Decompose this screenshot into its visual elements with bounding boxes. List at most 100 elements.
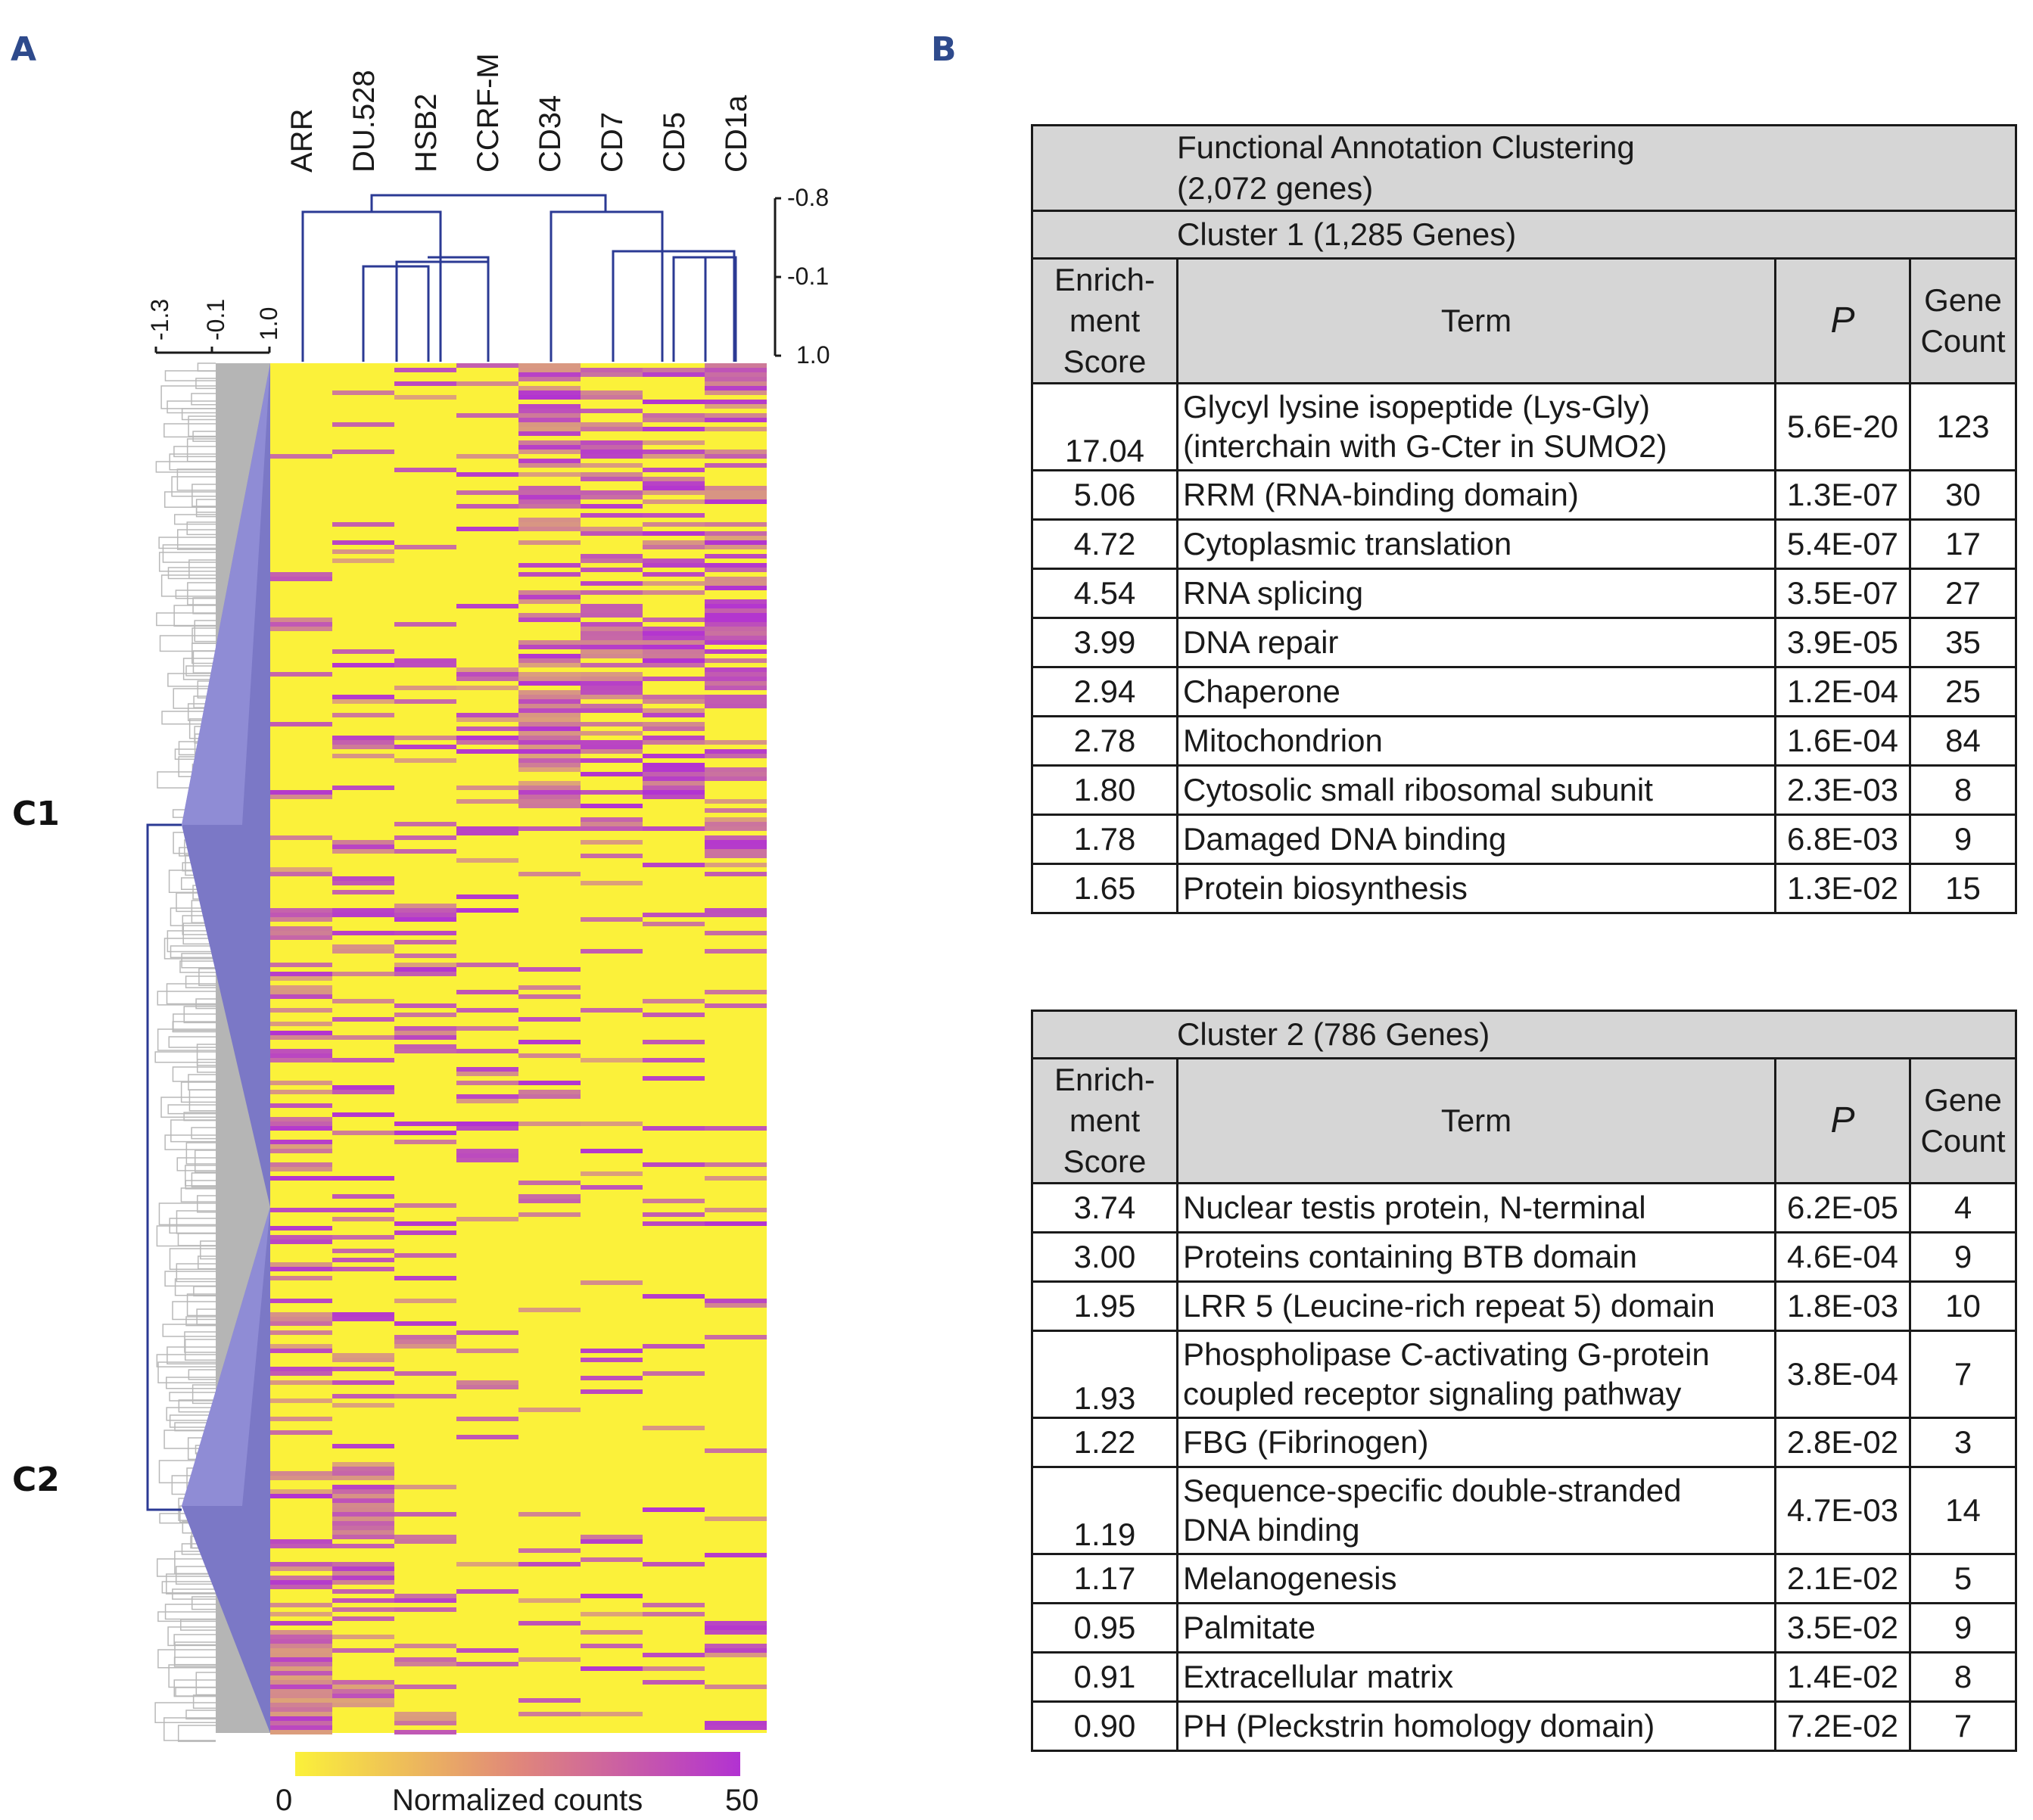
p-value: 6.8E-03 — [1774, 814, 1911, 865]
heatmap-cell — [332, 1467, 394, 1471]
heatmap-cell — [705, 1621, 767, 1626]
heatmap-cell — [332, 1498, 394, 1503]
table-row: 4.72 Cytoplasmic translation 5.4E-07 17 — [1031, 518, 2018, 570]
heatmap-cell — [456, 1008, 518, 1013]
heatmap-cell — [581, 604, 643, 608]
heatmap-cell — [705, 681, 767, 686]
heatmap-cell — [270, 1635, 332, 1639]
heatmap-cell — [581, 822, 643, 826]
enrichment-score: 1.17 — [1031, 1553, 1178, 1604]
heatmap-cell — [270, 1276, 332, 1280]
heatmap-cell — [643, 713, 705, 717]
heatmap-cell — [705, 622, 767, 627]
heatmap-cell — [643, 1162, 705, 1167]
heatmap-cell — [705, 531, 767, 536]
heatmap-cell — [581, 840, 643, 845]
table-row: 3.00 Proteins containing BTB domain 4.6E-0… — [1031, 1231, 2018, 1283]
row-dendro-branch — [161, 1581, 216, 1594]
heatmap-cell — [456, 381, 518, 386]
heatmap-cell — [518, 486, 581, 490]
heatmap-cell — [705, 418, 767, 422]
heatmap-cell — [705, 822, 767, 826]
heatmap-cell — [581, 613, 643, 618]
heatmap-cell — [332, 876, 394, 881]
term-cell: Proteins containing BTB domain — [1176, 1231, 1776, 1283]
heatmap-cell — [456, 858, 518, 863]
heatmap-cell — [456, 604, 518, 608]
heatmap-cell — [332, 908, 394, 913]
p-value: 3.5E-02 — [1774, 1602, 1911, 1654]
heatmap-cell — [643, 486, 705, 490]
row-dendro-branch — [167, 1104, 216, 1115]
p-value: 5.6E-20 — [1774, 382, 1911, 471]
heatmap-cell — [518, 495, 581, 499]
row-dendro-branch — [186, 521, 216, 536]
heatmap-cell — [518, 363, 581, 368]
term-line: Sequence-specific double-stranded — [1183, 1473, 1682, 1508]
heatmap-cell — [332, 1698, 394, 1703]
heatmap-cell — [518, 490, 581, 495]
heatmap-cell — [518, 708, 581, 713]
heatmap-cell — [332, 1507, 394, 1512]
p-value: 1.3E-02 — [1774, 863, 1911, 914]
heatmap-cell — [518, 1122, 581, 1126]
heatmap-cell — [705, 1685, 767, 1689]
heatmap-cell — [270, 1371, 332, 1376]
heatmap-cell — [705, 563, 767, 568]
row-dendro-branch — [194, 620, 216, 642]
heatmap-cell — [270, 1367, 332, 1371]
row-dendro-branch — [178, 1399, 216, 1413]
term-line: (interchain with G-Cter in SUMO2) — [1183, 428, 1667, 464]
col-scale-tick: -0.8 — [787, 184, 829, 211]
row-dendro-branch — [167, 673, 216, 687]
heatmap-cell — [705, 677, 767, 681]
heatmap-cell — [332, 1503, 394, 1507]
heatmap-cell — [332, 1689, 394, 1694]
heatmap-cell — [581, 690, 643, 695]
heatmap-cell — [394, 1276, 456, 1280]
row-dendro-branch — [157, 1649, 216, 1669]
heatmap-cell — [581, 1149, 643, 1153]
heatmap-cell — [456, 1380, 518, 1385]
heatmap-cell — [705, 1721, 767, 1725]
heatmap-cell — [332, 1571, 394, 1576]
heatmap-cell — [643, 1212, 705, 1217]
heatmap-cell — [705, 1335, 767, 1339]
term-line: Protein biosynthesis — [1183, 870, 1468, 906]
row-dendro-branch — [198, 1255, 216, 1270]
heatmap-cell — [581, 1666, 643, 1671]
heatmap-cell — [332, 944, 394, 949]
heatmap-cell — [394, 1221, 456, 1226]
heatmap-cell — [270, 1317, 332, 1321]
heatmap-cell — [270, 1081, 332, 1085]
heatmap-cell — [332, 786, 394, 790]
heatmap-cell — [518, 786, 581, 790]
row-dendro-branch — [169, 1392, 216, 1402]
term-cell: Extracellular matrix — [1176, 1651, 1776, 1703]
heatmap-cell — [332, 1694, 394, 1698]
gene-count: 84 — [1908, 715, 2018, 767]
heatmap-cell — [270, 1167, 332, 1171]
heatmap-cell — [332, 1058, 394, 1062]
row-dendro-branch — [187, 582, 216, 605]
heatmap-cell — [394, 395, 456, 400]
heatmap-cell — [643, 1199, 705, 1203]
heatmap-cell — [518, 527, 581, 531]
heatmap-cell — [456, 454, 518, 459]
heatmap-cell — [270, 994, 332, 999]
row-dendro-branch — [191, 1596, 216, 1610]
heatmap-cell — [643, 440, 705, 445]
heatmap-cell — [394, 1299, 456, 1303]
heatmap-cell — [518, 1562, 581, 1566]
heatmap-cell — [705, 799, 767, 804]
heatmap-cell — [456, 1217, 518, 1221]
heatmap-cell — [518, 790, 581, 795]
heatmap-cell — [643, 790, 705, 795]
term-cell: Cytosolic small ribosomal subunit — [1176, 764, 1776, 816]
row-dendro-branch — [164, 1271, 216, 1287]
heatmap-cell — [270, 1694, 332, 1698]
heatmap-cell — [581, 817, 643, 822]
heatmap-cell — [270, 1226, 332, 1230]
heatmap-cell — [270, 1576, 332, 1580]
heatmap-cell — [518, 595, 581, 599]
